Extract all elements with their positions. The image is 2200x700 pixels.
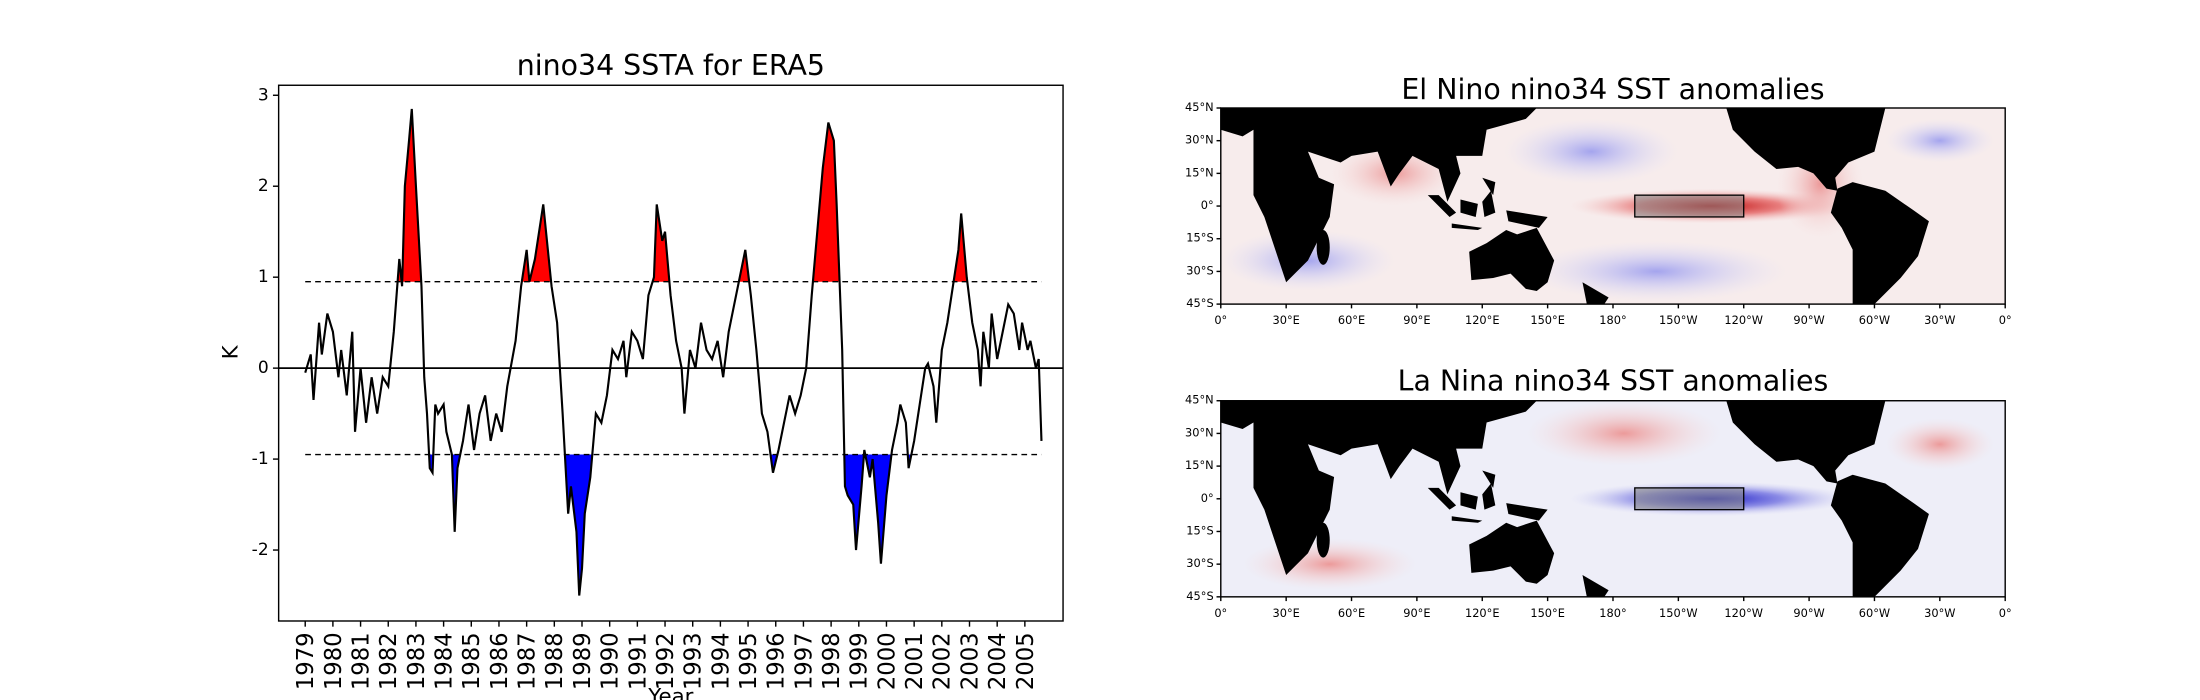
lon-tick-label: 60°E (1338, 606, 1365, 620)
lat-tick-label: 45°S (1186, 589, 1213, 603)
y-tick-label: -2 (252, 540, 269, 560)
axes: -2 -1 0 1 2 3 1979 1980 1981 1982 1983 1984 1985 1986… (252, 85, 1039, 690)
lat-tick-label: 45°N (1185, 393, 1214, 407)
x-tick-label: 1982 (376, 632, 402, 690)
lon-tick-label: 60°E (1338, 313, 1365, 327)
x-tick-label: 1988 (542, 632, 568, 690)
lon-tick-label: 0° (1214, 313, 1227, 327)
lon-tick-label: 90°E (1403, 606, 1430, 620)
lat-tick-label: 45°N (1185, 100, 1214, 114)
lon-tick-label: 60°W (1859, 313, 1890, 327)
x-tick-label: 1990 (598, 632, 624, 690)
lon-tick-label: 150°E (1530, 606, 1565, 620)
x-tick-label: 1985 (459, 632, 485, 690)
lon-tick-label: 0° (1999, 313, 2012, 327)
x-tick-label: 1997 (791, 632, 817, 690)
x-tick-label: 1986 (487, 632, 513, 690)
map-title: El Nino nino34 SST anomalies (1401, 73, 1824, 106)
x-tick-label: 1980 (321, 632, 347, 690)
lat-tick-label: 15°N (1185, 165, 1214, 179)
lon-tick-label: 90°W (1793, 606, 1824, 620)
lon-tick-label: 0° (1999, 606, 2012, 620)
lat-tick-label: 0° (1201, 198, 1214, 212)
lon-tick-label: 150°W (1659, 313, 1698, 327)
lon-tick-label: 90°W (1793, 313, 1824, 327)
lat-tick-label: 30°S (1186, 556, 1213, 570)
x-tick-label: 2001 (902, 632, 928, 690)
map-panel-1: El Nino nino34 SST anomalies (1220, 73, 2006, 305)
x-tick-label: 2000 (874, 632, 900, 690)
lon-tick-label: 30°W (1924, 606, 1955, 620)
anomaly-fill (844, 454, 864, 551)
anomaly-fill (865, 454, 892, 564)
x-tick-label: 1987 (515, 632, 541, 690)
y-tick-label: -1 (252, 449, 269, 469)
x-tick-label: 1993 (681, 632, 707, 690)
lon-tick-label: 180° (1599, 606, 1626, 620)
x-tick-label: 1979 (293, 632, 319, 690)
anomaly-fill (402, 108, 422, 282)
y-axis-label: K (219, 344, 244, 359)
x-tick-label: 2004 (985, 632, 1011, 690)
lon-tick-label: 60°W (1859, 606, 1890, 620)
lat-tick-label: 0° (1201, 491, 1214, 505)
x-tick-label: 2003 (957, 632, 983, 690)
y-tick-label: 3 (258, 85, 269, 105)
lat-tick-label: 15°S (1186, 523, 1213, 537)
lon-tick-label: 90°E (1403, 313, 1430, 327)
lon-tick-label: 120°W (1724, 313, 1763, 327)
anomaly-field (1220, 400, 1995, 597)
lon-tick-label: 120°E (1465, 606, 1500, 620)
lon-tick-label: 180° (1599, 313, 1626, 327)
x-tick-label: 1991 (625, 632, 651, 690)
lon-tick-label: 0° (1214, 606, 1227, 620)
axes-frame (277, 84, 1064, 622)
y-tick-label: 0 (258, 358, 269, 378)
anomaly-field (1220, 107, 1995, 305)
lon-tick-label: 150°E (1530, 313, 1565, 327)
x-tick-label: 1996 (764, 632, 790, 690)
map-area (1220, 107, 2006, 305)
map-panel-2: La Nina nino34 SST anomalies (1220, 364, 2006, 598)
y-tick-label: 1 (258, 267, 269, 287)
lon-tick-label: 30°W (1924, 313, 1955, 327)
lon-tick-label: 120°E (1465, 313, 1500, 327)
chart-title: nino34 SSTA for ERA5 (517, 49, 825, 82)
data-line (304, 108, 1043, 596)
lon-tick-label: 30°E (1272, 313, 1299, 327)
x-tick-label: 1983 (404, 632, 430, 690)
plot-area (278, 108, 1064, 596)
y-tick-label: 2 (258, 176, 269, 196)
lat-tick-label: 30°S (1186, 263, 1213, 277)
anomaly-fill (812, 122, 840, 282)
lat-tick-label: 30°N (1185, 133, 1214, 147)
x-tick-label: 1998 (819, 632, 845, 690)
lon-tick-label: 30°E (1272, 606, 1299, 620)
x-tick-label: 1994 (708, 632, 734, 690)
lat-tick-label: 45°S (1186, 296, 1213, 310)
x-tick-label: 2005 (1013, 632, 1039, 690)
x-axis-label: Year (647, 685, 693, 700)
lat-tick-label: 15°S (1186, 231, 1213, 245)
x-tick-label: 1999 (847, 632, 873, 690)
lon-tick-label: 120°W (1724, 606, 1763, 620)
x-tick-label: 1989 (570, 632, 596, 690)
map-title: La Nina nino34 SST anomalies (1398, 364, 1829, 397)
lat-tick-label: 30°N (1185, 425, 1214, 439)
lat-tick-label: 15°N (1185, 458, 1214, 472)
map-area (1220, 400, 2006, 597)
x-tick-label: 1992 (653, 632, 679, 690)
x-tick-label: 1984 (432, 632, 458, 690)
left-panel: nino34 SSTA for ERA5 K Year -2 -1 0 1 2 3 1979… (219, 49, 1064, 700)
x-tick-label: 1995 (736, 632, 762, 690)
lon-tick-label: 150°W (1659, 606, 1698, 620)
x-tick-label: 2002 (930, 632, 956, 690)
x-tick-label: 1981 (348, 632, 374, 690)
